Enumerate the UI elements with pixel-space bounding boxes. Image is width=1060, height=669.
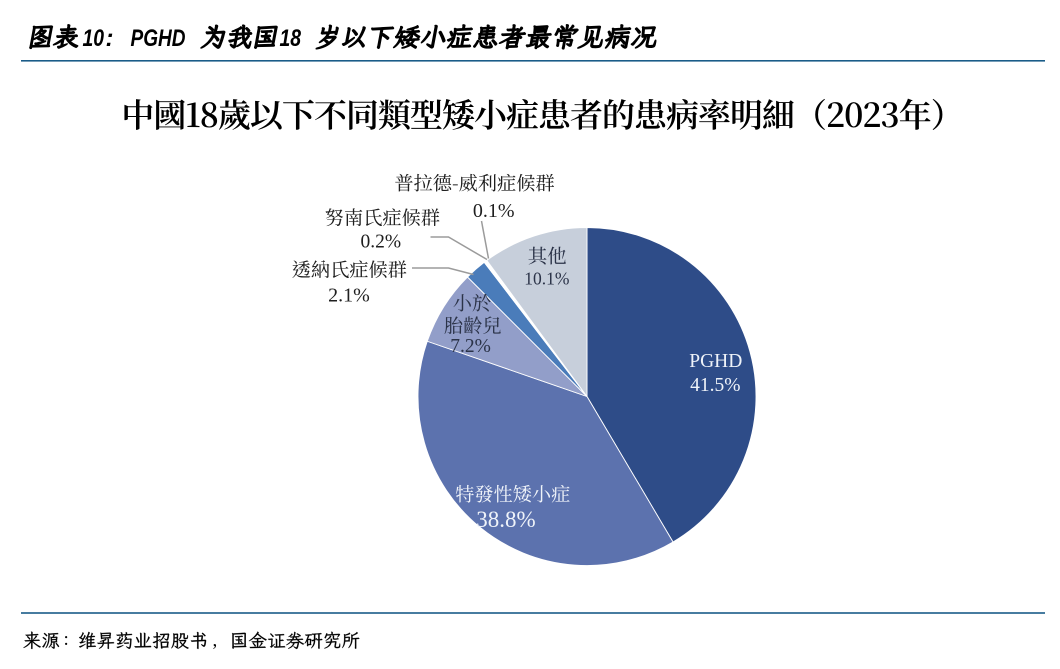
svg-text:0.1%: 0.1% xyxy=(473,200,515,222)
svg-text:10.1%: 10.1% xyxy=(524,269,569,289)
svg-text:7.2%: 7.2% xyxy=(450,336,491,357)
svg-text:38.8%: 38.8% xyxy=(476,507,535,532)
svg-text:0.2%: 0.2% xyxy=(360,232,401,253)
svg-text::,: :, xyxy=(64,629,218,651)
svg-text:2.1%: 2.1% xyxy=(328,285,370,307)
